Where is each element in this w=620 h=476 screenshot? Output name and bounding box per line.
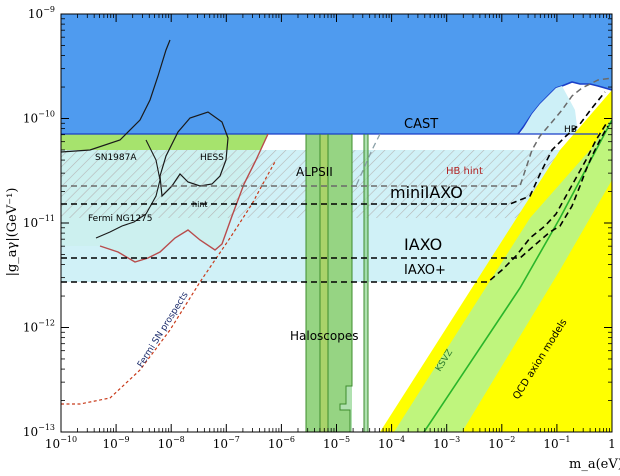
x-tick-label: 10−6 [268,435,295,451]
label-haloscopes: Haloscopes [290,329,359,343]
sn1987a-contour [61,39,171,153]
x-tick-label: 1 [608,437,616,451]
label-hb: HB [564,125,577,135]
alps-band-3 [364,134,368,432]
label-hess: HESS [200,153,224,163]
x-axis-label: m_a(eV) [569,457,620,472]
haloscopes-outline [305,134,369,432]
cast-excluded-region [61,14,612,134]
x-tick-label: 10−4 [378,435,405,451]
x-tick-label: 10−5 [323,435,350,451]
x-tick-label: 10−10 [45,435,77,451]
iaxo-line [61,125,609,259]
x-tick-label: 10−1 [543,435,570,451]
hb-region [520,86,578,134]
x-tick-label: 10−2 [488,435,515,451]
x-tick-label: 10−7 [213,435,240,451]
label-hint: hint [192,200,208,209]
y-tick-label: 10−9 [28,5,55,21]
x-tick-label: 10−9 [103,435,130,451]
label-fermi-ngc1275: Fermi NG1275 [88,214,153,224]
y-tick-label: 10−12 [23,319,55,335]
y-tick-label: 10−10 [23,110,55,126]
iaxo-plus-line [61,123,607,283]
label-fermi-sn-prospects: Fermi SN prospects [136,290,191,369]
label-sn1987a: SN1987A [95,153,137,163]
label-alpsii: ALPSII [296,165,333,179]
miniiaxo-line [61,91,606,205]
y-tick-label: 10−13 [23,423,55,439]
fermi-ngc-contour [99,133,269,263]
ksvz-band [394,118,612,432]
label-iaxo-plus: IAXO+ [404,263,446,278]
y-axis: 10−13 10−12 10−11 10−10 10−9 [23,5,612,439]
label-miniiaxo: miniIAXO [390,183,463,202]
alps-band-1 [306,134,320,432]
label-cast: CAST [404,117,438,132]
alps-band-2 [328,134,352,432]
y-axis-label: |g_aγ|(GeV⁻¹) [5,188,20,277]
hess-contour [159,111,229,198]
x-tick-label: 10−3 [433,435,460,451]
x-axis: 10−10 10−9 10−8 10−7 10−6 10−5 10−4 10−3 10−2 10−… [45,14,616,451]
x-tick-label: 10−8 [158,435,185,451]
label-iaxo: IAXO [404,235,442,254]
fermi-sn-prospects-line [61,159,277,405]
qcd-axion-band [380,90,612,432]
label-hb-hint: HB hint [446,166,483,177]
fermi-ngc-dark-contour [95,139,161,239]
y-tick-label: 10−11 [23,214,55,230]
